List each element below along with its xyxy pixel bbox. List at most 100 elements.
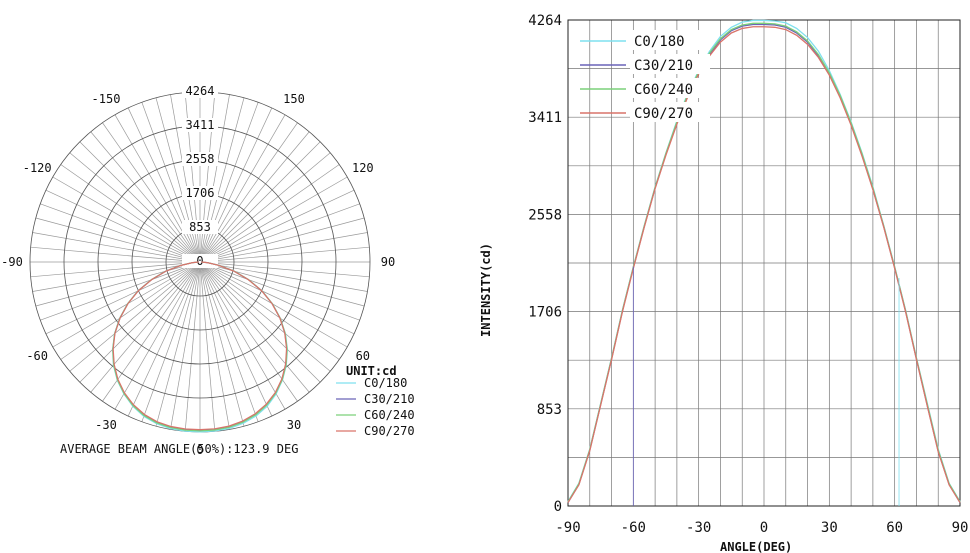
legend-label: C0/180 bbox=[634, 34, 685, 50]
polar-angle-label: -150 bbox=[92, 92, 121, 106]
polar-spoke bbox=[184, 261, 201, 432]
polar-chart: 0 853 1706 2558 3411 4264 0 30 -30 60 -60 90 -90 120… bbox=[1, 84, 415, 457]
legend-label-bg bbox=[630, 30, 710, 50]
y-tick-label: 4264 bbox=[528, 13, 562, 29]
polar-spoke bbox=[170, 94, 201, 263]
polar-spoke bbox=[127, 261, 201, 417]
y-axis-label: INTENSITY(cd) bbox=[479, 243, 493, 337]
polar-spoke bbox=[127, 107, 201, 263]
polar-grid bbox=[29, 91, 371, 433]
polar-spoke bbox=[199, 261, 321, 383]
beam-angle-footer: AVERAGE BEAM ANGLE(50%):123.9 DEG bbox=[60, 442, 298, 456]
polar-spoke bbox=[199, 261, 355, 335]
polar-spoke bbox=[199, 107, 273, 263]
polar-spoke bbox=[199, 131, 310, 263]
polar-radial-label: 1706 bbox=[186, 186, 215, 200]
polar-spoke bbox=[52, 176, 201, 263]
polar-spoke bbox=[40, 203, 201, 263]
y-tick-labels: 0 853 1706 2558 3411 4264 bbox=[528, 13, 562, 515]
x-tick-label: -60 bbox=[621, 520, 646, 536]
polar-spoke bbox=[69, 261, 201, 372]
polar-spoke bbox=[199, 102, 259, 263]
x-tick-label: 60 bbox=[886, 520, 903, 536]
polar-legend-label: C90/270 bbox=[364, 424, 415, 438]
x-tick-label: 0 bbox=[760, 520, 768, 536]
polar-spoke bbox=[102, 122, 201, 263]
polar-spoke bbox=[199, 261, 368, 292]
polar-spoke bbox=[35, 261, 201, 307]
polar-spoke bbox=[141, 261, 201, 422]
polar-radial-label: 4264 bbox=[186, 84, 215, 98]
polar-spoke bbox=[199, 141, 321, 263]
y-tick-label: 3411 bbox=[528, 110, 562, 126]
polar-radial-label: 0 bbox=[196, 254, 203, 268]
polar-spoke bbox=[199, 189, 355, 263]
polar-radial-label: 3411 bbox=[186, 118, 215, 132]
polar-angle-label: -60 bbox=[26, 349, 48, 363]
cartesian-grid bbox=[567, 19, 961, 507]
polar-radial-label-bg bbox=[182, 220, 218, 234]
polar-spoke bbox=[199, 261, 298, 402]
x-axis-label: ANGLE(DEG) bbox=[720, 540, 792, 553]
polar-spoke bbox=[30, 261, 201, 278]
x-tick-label: -90 bbox=[555, 520, 580, 536]
polar-spoke bbox=[199, 164, 340, 263]
polar-spoke bbox=[155, 97, 201, 263]
legend-label: C30/210 bbox=[634, 58, 693, 74]
x-tick-labels: -90 -60 -30 0 30 60 90 bbox=[555, 520, 968, 536]
polar-legend-label: C30/210 bbox=[364, 392, 415, 406]
legend-label-bg bbox=[630, 54, 710, 74]
polar-spoke bbox=[30, 246, 201, 263]
polar-spoke bbox=[199, 261, 259, 422]
polar-spoke bbox=[155, 261, 201, 427]
polar-angle-labels: 0 30 -30 60 -60 90 -90 120 -120 150 -150 bbox=[1, 92, 395, 457]
legend-label: C60/240 bbox=[634, 82, 693, 98]
polar-spoke bbox=[102, 261, 201, 402]
polar-spoke bbox=[199, 261, 365, 307]
polar-spoke bbox=[60, 164, 201, 263]
polar-spoke bbox=[45, 261, 201, 335]
y-tick-label: 1706 bbox=[528, 305, 562, 321]
polar-spoke bbox=[170, 261, 201, 430]
y-tick-label: 0 bbox=[554, 499, 562, 515]
polar-spoke bbox=[199, 122, 298, 263]
polar-angle-label: -120 bbox=[23, 161, 52, 175]
polar-spoke bbox=[79, 141, 201, 263]
x-tick-label: 90 bbox=[952, 520, 969, 536]
y-tick-label: 853 bbox=[537, 402, 562, 418]
polar-spoke bbox=[199, 261, 348, 348]
polar-spoke bbox=[199, 261, 245, 427]
polar-spoke bbox=[199, 97, 245, 263]
polar-spoke bbox=[199, 261, 370, 278]
polar-spoke bbox=[199, 232, 368, 263]
polar-radial-label-bg bbox=[182, 118, 218, 132]
polar-angle-label: 90 bbox=[381, 255, 395, 269]
polar-spoke bbox=[90, 261, 201, 393]
x-tick-label: 30 bbox=[821, 520, 838, 536]
polar-curves bbox=[112, 261, 288, 433]
legend-label: C90/270 bbox=[634, 106, 693, 122]
polar-spoke bbox=[199, 261, 310, 393]
polar-spoke bbox=[141, 102, 201, 263]
polar-spoke bbox=[199, 152, 331, 263]
polar-angle-label: 120 bbox=[352, 161, 374, 175]
polar-angle-label: 30 bbox=[287, 418, 301, 432]
x-tick-label: -30 bbox=[686, 520, 711, 536]
polar-angle-label: 150 bbox=[283, 92, 305, 106]
polar-spoke bbox=[199, 246, 370, 263]
polar-radial-label-bg bbox=[182, 254, 218, 268]
polar-spoke bbox=[199, 203, 360, 263]
polar-spoke bbox=[35, 217, 201, 263]
polar-radial-label-bg bbox=[182, 84, 218, 98]
polar-spoke bbox=[199, 94, 230, 263]
polar-spoke bbox=[199, 261, 340, 360]
polar-angle-label: 60 bbox=[356, 349, 370, 363]
polar-spoke bbox=[32, 261, 201, 292]
polar-spoke bbox=[199, 261, 230, 430]
intensity-line-chart: 0 853 1706 2558 3411 4264 -90 -60 -30 0 30 60 90 C0… bbox=[479, 13, 968, 553]
polar-spoke bbox=[114, 261, 201, 410]
polar-spoke bbox=[32, 232, 201, 263]
polar-radial-label: 853 bbox=[189, 220, 211, 234]
y-tick-label: 2558 bbox=[528, 207, 562, 223]
